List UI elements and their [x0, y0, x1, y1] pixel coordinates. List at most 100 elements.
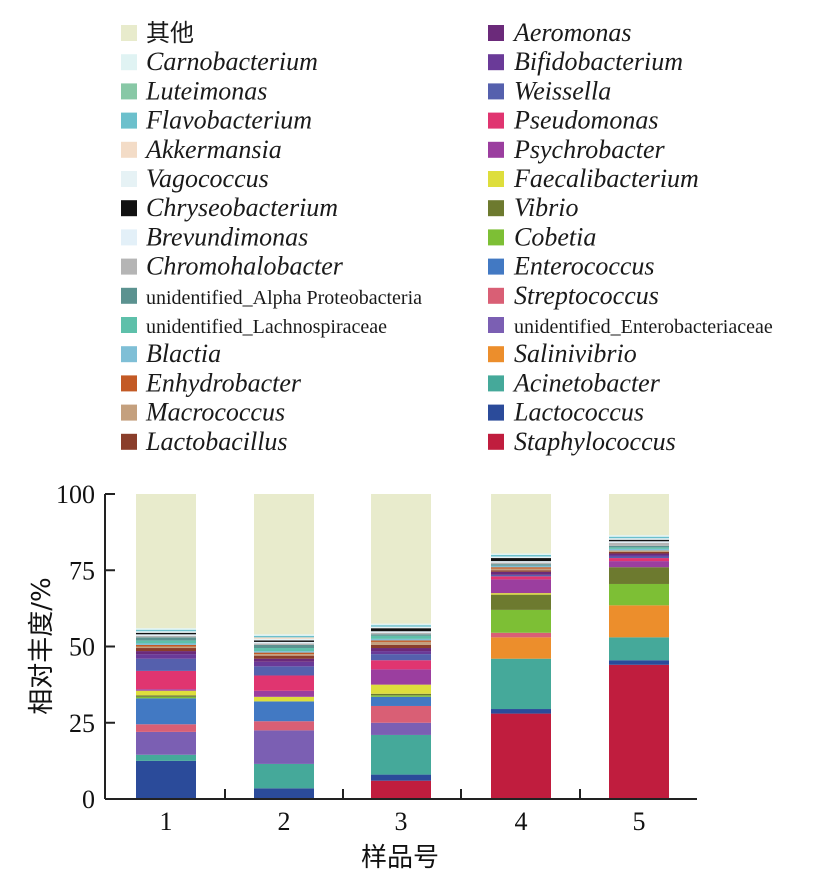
legend-label: Staphylococcus — [514, 427, 676, 456]
bar-segment-chryseobacterium-5 — [609, 539, 669, 542]
legend-swatch — [488, 287, 504, 304]
legend-label: Macrococcus — [145, 398, 285, 427]
bar-segment-cobetia-4 — [491, 609, 551, 633]
bar-segment---5 — [609, 494, 669, 536]
bar-segment-cobetia-1 — [136, 696, 196, 699]
bar-segment-enhydrobacter-1 — [136, 644, 196, 647]
bar-segment-weissella-1 — [136, 658, 196, 671]
bar-segment-lactobacillus-2 — [254, 655, 314, 659]
legend-swatch — [121, 346, 137, 363]
bar-segment-chryseobacterium-3 — [371, 628, 431, 632]
legend-item-akkermansia: Akkermansia — [121, 135, 282, 164]
legend-swatch — [121, 229, 137, 246]
bar-segment-psychrobacter-3 — [371, 669, 431, 685]
bar-segment-unidentified-enterobacteriaceae-1 — [136, 731, 196, 755]
legend-label: Brevundimonas — [146, 222, 308, 251]
bar-segment-faecalibacterium-4 — [491, 593, 551, 595]
legend-swatch — [488, 258, 504, 275]
bar-segment-unidentified-enterobacteriaceae-2 — [254, 730, 314, 764]
bar-segment-enterococcus-2 — [254, 701, 314, 722]
legend-label: unidentified_Enterobacteriaceae — [514, 316, 773, 338]
bar-segment-unidentified-alpha-proteobacteria-5 — [609, 545, 669, 548]
legend-swatch — [488, 141, 504, 158]
y-tick-label-25: 25 — [69, 709, 95, 738]
legend-item-unidentified-alpha-proteobacteria: unidentified_Alpha Proteobacteria — [121, 287, 422, 309]
bar-segment-lactococcus-5 — [609, 660, 669, 665]
legend-label: Pseudomonas — [513, 106, 658, 135]
bar-segment-chromohalobacter-5 — [609, 542, 669, 546]
legend-label: Enhydrobacter — [145, 368, 302, 397]
bar-stack-1 — [136, 494, 196, 799]
bar-segment-unidentified-alpha-proteobacteria-3 — [371, 634, 431, 636]
legend-swatch — [488, 229, 504, 246]
legend-swatch — [121, 433, 137, 450]
legend-swatch — [121, 54, 137, 71]
bar-segment-pseudomonas-2 — [254, 675, 314, 691]
bar-segment-salinivibrio-5 — [609, 605, 669, 638]
bar-segment-chromohalobacter-4 — [491, 562, 551, 565]
bar-segment-carnobacterium-5 — [609, 535, 669, 537]
legend-item-cobetia: Cobetia — [488, 222, 596, 251]
bar-segment-chryseobacterium-1 — [136, 632, 196, 635]
legend-item-flavobacterium: Flavobacterium — [121, 106, 312, 135]
bar-segment-flavobacterium-1 — [136, 629, 196, 632]
legend-label: Flavobacterium — [145, 106, 312, 135]
legend-label: Psychrobacter — [513, 135, 666, 164]
legend-item-aeromonas: Aeromonas — [488, 18, 631, 47]
bar-segment-enterococcus-3 — [371, 696, 431, 706]
legend-label: Enterococcus — [513, 252, 655, 281]
bar-segment-lactobacillus-5 — [609, 551, 669, 554]
legend-label: Vagococcus — [146, 164, 269, 193]
legend-swatch — [488, 200, 504, 217]
legend-item-weissella: Weissella — [488, 76, 611, 105]
legend-item-vagococcus: Vagococcus — [121, 164, 269, 193]
bar-segment-bifidobacterium-3 — [371, 651, 431, 655]
x-tick-label-1: 1 — [160, 807, 173, 836]
legend-label: Lactobacillus — [145, 427, 288, 456]
bars — [136, 494, 669, 799]
legend-swatch — [488, 83, 504, 100]
y-tick-label-75: 75 — [69, 556, 95, 585]
bar-segment-pseudomonas-3 — [371, 660, 431, 670]
bar-segment-vibrio-3 — [371, 693, 431, 696]
legend-item-chryseobacterium: Chryseobacterium — [121, 193, 338, 222]
legend-label: unidentified_Alpha Proteobacteria — [146, 287, 422, 309]
bar-segment-flavobacterium-5 — [609, 536, 669, 539]
legend-label: Lactococcus — [513, 398, 644, 427]
bar-segment-flavobacterium-2 — [254, 635, 314, 638]
legend-swatch — [121, 112, 137, 129]
legend-swatch — [488, 404, 504, 421]
x-tick-label-4: 4 — [515, 807, 528, 836]
legend-swatch — [121, 375, 137, 392]
bar-segment-weissella-3 — [371, 654, 431, 661]
legend-item-carnobacterium: Carnobacterium — [121, 47, 318, 76]
bar-segment-vagococcus-2 — [254, 638, 314, 641]
legend-swatch — [121, 171, 137, 187]
bar-segment-bifidobacterium-2 — [254, 661, 314, 667]
legend-item-other: 其他 — [121, 19, 194, 47]
y-axis-title: 相对丰度/% — [27, 577, 57, 714]
legend-item-streptococcus: Streptococcus — [488, 281, 659, 310]
bar-segment-vagococcus-3 — [371, 626, 431, 629]
bar-segment-faecalibacterium-2 — [254, 696, 314, 702]
bar-segment-psychrobacter-5 — [609, 561, 669, 568]
bar-segment-psychrobacter-4 — [491, 579, 551, 594]
bar-segment-pseudomonas-1 — [136, 670, 196, 690]
legend-item-faecalibacterium: Faecalibacterium — [488, 164, 699, 193]
bar-segment-aeromonas-5 — [609, 553, 669, 555]
legend-swatch — [121, 25, 137, 41]
bar-segment-enhydrobacter-2 — [254, 652, 314, 655]
bar-segment-pseudomonas-5 — [609, 558, 669, 562]
bar-segment-brevundimonas-4 — [491, 561, 551, 563]
bar-segment-acinetobacter-4 — [491, 658, 551, 710]
legend-item-brevundimonas: Brevundimonas — [121, 222, 308, 251]
legend-item-bifidobacterium: Bifidobacterium — [488, 47, 683, 76]
bar-segment-unidentified-alpha-proteobacteria-1 — [136, 637, 196, 641]
bar-stack-3 — [371, 494, 431, 799]
bar-segment-aeromonas-4 — [491, 571, 551, 575]
bar-segment-unidentified-enterobacteriaceae-3 — [371, 722, 431, 735]
bar-segment-flavobacterium-3 — [371, 625, 431, 627]
bar-segment-psychrobacter-2 — [254, 690, 314, 697]
bar-stack-5 — [609, 494, 669, 799]
